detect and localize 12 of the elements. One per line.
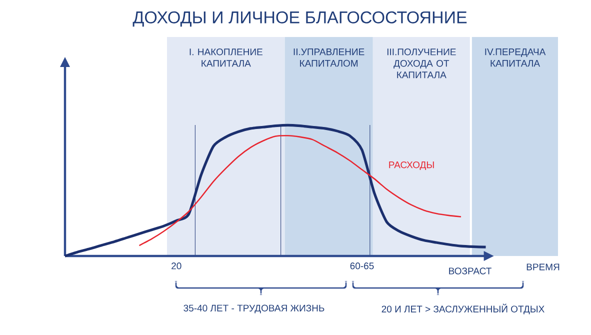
text: II.УПРАВЛЕНИЕ КАПИТАЛОМ xyxy=(294,48,364,67)
chart-title: ДОХОДЫ И ЛИЧНОЕ БЛАГОСОСТОЯНИЕ xyxy=(132,11,467,27)
text: 20 И ЛЕТ > ЗАСЛУЖЕННЫЙ ОТДЫХ xyxy=(382,304,544,314)
series-label: РАСХОДЫ xyxy=(389,161,434,170)
text: I. НАКОПЛЕНИЕ КАПИТАЛА xyxy=(190,48,262,67)
x-tick-label: 60-65 xyxy=(350,262,374,270)
text: IV.ПЕРЕДАЧА КАПИТАЛА xyxy=(485,48,546,67)
x-tick-label: 20 xyxy=(172,262,182,270)
text: ВОЗРАСТ xyxy=(449,268,492,274)
text: ВРЕМЯ xyxy=(526,264,560,270)
text: III.ПОЛУЧЕНИЕ ДОХОДА ОТ КАПИТАЛА xyxy=(387,48,456,78)
text: 35-40 ЛЕТ - ТРУДОВАЯ ЖИЗНЬ xyxy=(184,304,324,314)
